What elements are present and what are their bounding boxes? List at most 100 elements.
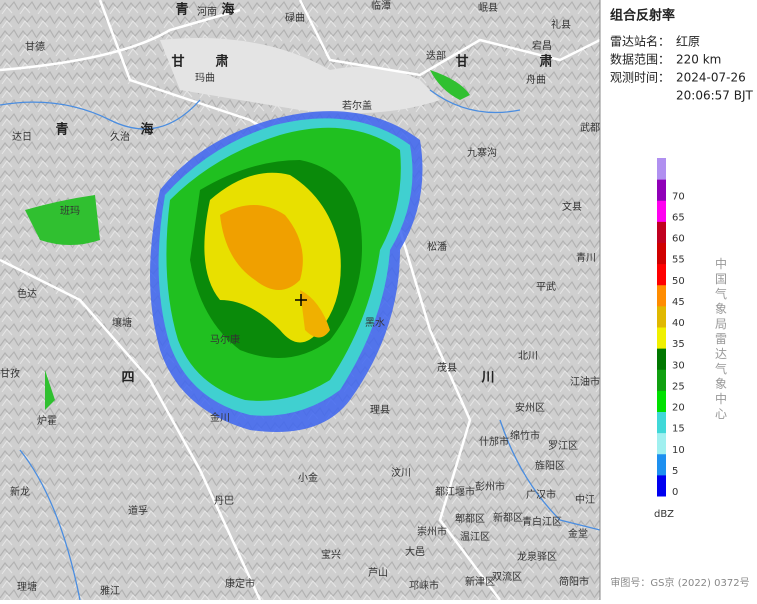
place-label: 新津区	[465, 575, 495, 588]
field-label: 雷达站名：	[610, 34, 670, 49]
place-label: 青	[55, 122, 68, 138]
field-value: 220 km	[676, 53, 721, 67]
place-label: 青	[175, 2, 188, 18]
field-value: 20:06:57 BJT	[676, 89, 753, 103]
place-label: 海	[140, 122, 153, 138]
place-label: 班玛	[60, 205, 80, 217]
place-label: 中江	[575, 493, 595, 506]
place-label: 甘	[455, 54, 468, 70]
colorbar-block	[657, 305, 666, 328]
place-label: 色达	[17, 287, 37, 300]
place-label: 双流区	[492, 570, 522, 583]
place-label: 甘	[171, 54, 184, 70]
place-label: 河南	[197, 5, 217, 18]
place-label: 九寨沟	[467, 146, 497, 159]
place-label: 肃	[215, 54, 228, 70]
colorbar-tick-label: 65	[672, 212, 685, 223]
colorbar-block	[657, 453, 666, 476]
place-label: 平武	[536, 280, 556, 293]
place-label: 简阳市	[559, 575, 589, 588]
place-label: 小金	[298, 471, 318, 484]
place-label: 旌阳区	[535, 459, 565, 472]
place-label: 龙泉驿区	[517, 550, 557, 563]
place-label: 松潘	[427, 240, 447, 253]
colorbar-tick-label: 30	[672, 360, 685, 371]
place-label: 彭州市	[475, 480, 505, 493]
place-label: 若尔盖	[342, 99, 372, 112]
place-label: 丹巴	[214, 495, 234, 507]
place-label: 崇州市	[417, 525, 447, 538]
place-label: 礼县	[551, 18, 571, 31]
place-label: 茂县	[437, 361, 457, 374]
place-label: 达日	[12, 131, 32, 143]
colorbar-tick-label: 10	[672, 445, 685, 456]
colorbar-block	[657, 390, 666, 412]
colorbar-tick-label: 60	[672, 234, 685, 245]
place-label: 临潭	[371, 0, 391, 12]
place-label: 四	[121, 371, 134, 386]
place-label: 安州区	[515, 401, 545, 414]
place-label: 岷县	[478, 2, 498, 14]
place-label: 芦山	[368, 567, 388, 579]
place-label: 马尔康	[210, 333, 240, 346]
place-label: 绵竹市	[510, 429, 540, 442]
place-label: 玛曲	[195, 72, 215, 84]
colorbar-tick-label: 50	[672, 276, 685, 287]
place-label: 都江堰市	[435, 485, 475, 498]
place-label: 久治	[110, 130, 130, 143]
colorbar-tick-label: 70	[672, 191, 685, 202]
place-label: 青白江区	[522, 515, 562, 528]
place-label: 大邑	[405, 545, 425, 558]
place-label: 肃	[539, 54, 552, 70]
place-label: 黑水	[365, 317, 385, 329]
colorbar-tick-label: 35	[672, 339, 685, 350]
info-panel	[600, 0, 757, 600]
place-label: 壤塘	[112, 316, 132, 329]
place-label: 广汉市	[526, 488, 556, 501]
place-label: 迭部	[426, 49, 446, 62]
place-label: 川	[480, 371, 494, 386]
agency: 中国气象局雷达气象中心	[714, 256, 728, 422]
footer: 审图号：GS京 (2022) 0372号	[610, 576, 749, 589]
colorbar-block	[657, 432, 666, 455]
colorbar-block	[657, 221, 666, 243]
field-label: 数据范围：	[610, 52, 670, 67]
place-label: 江油市	[570, 375, 600, 388]
place-label: 炉霍	[37, 415, 57, 427]
field-value: 2024-07-26	[676, 71, 746, 85]
colorbar-tick-label: 45	[672, 297, 685, 308]
place-label: 碌曲	[285, 12, 305, 24]
colorbar-block	[657, 348, 666, 370]
colorbar-block	[657, 474, 666, 497]
field-label: 观测时间：	[610, 71, 670, 85]
place-label: 青川	[576, 251, 596, 264]
colorbar-tick-label: 20	[672, 403, 685, 414]
colorbar-block	[657, 200, 666, 222]
colorbar-block	[657, 411, 666, 434]
colorbar-tick-label: 5	[672, 466, 678, 477]
place-label: 宕昌	[532, 39, 552, 52]
place-label: 罗江区	[548, 440, 578, 452]
colorbar-block	[657, 179, 666, 201]
place-label: 舟曲	[526, 73, 546, 86]
colorbar-tick-label: 25	[672, 381, 685, 392]
place-label: 海	[221, 2, 234, 18]
panel-title: 组合反射率	[610, 8, 675, 24]
radar-echo	[25, 70, 470, 433]
colorbar-tick-label: 15	[672, 424, 685, 435]
colorbar-tick-label: 0	[672, 487, 678, 498]
colorbar-block	[657, 327, 666, 349]
colorbar-block	[657, 242, 666, 265]
place-label: 温江区	[460, 531, 490, 543]
place-label: 理县	[370, 404, 390, 416]
colorbar-tick-label: 40	[672, 318, 685, 329]
colorbar-block	[657, 369, 666, 391]
colorbar-block	[657, 263, 666, 286]
colorbar-block	[657, 158, 666, 180]
place-label: 什邡市	[479, 435, 509, 448]
place-label: 康定市	[225, 577, 255, 590]
place-label: 宝兴	[321, 548, 341, 561]
place-label: 邛崃市	[409, 579, 439, 592]
place-label: 甘德	[25, 40, 45, 53]
place-label: 新龙	[10, 485, 30, 498]
